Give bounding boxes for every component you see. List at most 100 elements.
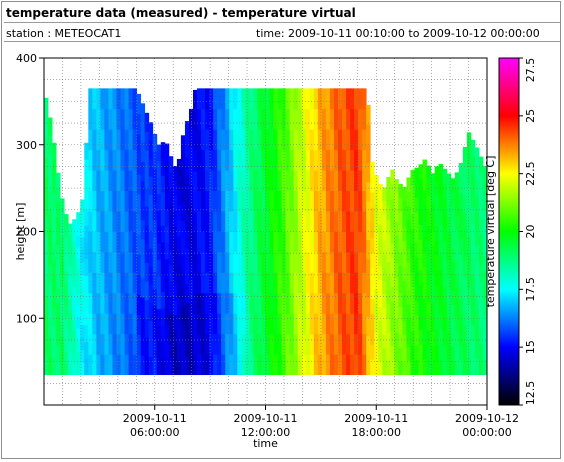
y-axis-label: height [m]: [14, 203, 27, 261]
heatmap-cell: [289, 292, 295, 314]
heatmap-cell: [293, 108, 299, 130]
heatmap-cell: [482, 270, 487, 286]
heatmap-cell: [398, 238, 403, 253]
heatmap-cell: [342, 190, 347, 212]
heatmap-cell: [414, 241, 419, 257]
heatmap-cell: [84, 258, 89, 276]
heatmap-cell: [346, 292, 351, 314]
heatmap-cell: [478, 265, 484, 282]
heatmap-cell: [76, 293, 81, 306]
heatmap-cell: [209, 88, 214, 110]
heatmap-cell: [305, 231, 311, 253]
heatmap-cell: [96, 292, 101, 314]
heatmap-cell: [346, 231, 351, 253]
heatmap-cell: [60, 286, 65, 300]
heatmap-cell: [88, 251, 93, 273]
heatmap-cell: [418, 179, 423, 195]
heatmap-cell: [249, 190, 254, 212]
heatmap-cell: [96, 129, 101, 151]
heatmap-cell: [245, 292, 250, 314]
heatmap-cell: [217, 170, 222, 192]
heatmap-cell: [386, 205, 391, 220]
heatmap-cell: [325, 170, 331, 192]
heatmap-cell: [402, 361, 407, 376]
x-tick-label-date: 2009-10-11: [123, 412, 187, 425]
heatmap-cell: [442, 183, 448, 199]
heatmap-cell: [76, 246, 81, 259]
heatmap-cell: [172, 359, 178, 376]
heatmap-cell: [72, 319, 77, 331]
heatmap-cell: [172, 166, 178, 182]
heatmap-cell: [197, 354, 202, 376]
heatmap-cell: [197, 272, 202, 294]
heatmap-cell: [180, 220, 186, 239]
heatmap-cell: [406, 290, 411, 305]
heatmap-cell: [317, 170, 323, 192]
heatmap-cell: [297, 88, 303, 110]
heatmap-cell: [108, 251, 113, 273]
heatmap-cell: [265, 88, 270, 110]
heatmap-cell: [458, 238, 464, 255]
heatmap-cell: [297, 190, 303, 212]
heatmap-cell: [156, 259, 162, 277]
heatmap-cell: [80, 262, 85, 275]
heatmap-cell: [265, 190, 270, 212]
heatmap-cell: [450, 220, 456, 235]
heatmap-cell: [333, 313, 339, 335]
heatmap-cell: [116, 211, 121, 232]
heatmap-cell: [474, 228, 480, 246]
heatmap-cell: [44, 315, 49, 336]
heatmap-cell: [466, 305, 472, 324]
heatmap-cell: [313, 292, 319, 314]
heatmap-cell: [406, 304, 411, 319]
heatmap-cell: [474, 277, 480, 294]
heatmap-cell: [193, 333, 198, 355]
heatmap-cell: [92, 251, 97, 273]
heatmap-cell: [180, 152, 186, 170]
heatmap-cell: [100, 251, 105, 273]
heatmap-cell: [281, 272, 287, 294]
heatmap-cell: [289, 251, 295, 273]
heatmap-cell: [386, 233, 391, 248]
heatmap-cell: [289, 211, 295, 232]
heatmap-cell: [124, 333, 129, 355]
heatmap-cell: [309, 292, 315, 314]
heatmap-cell: [289, 129, 295, 151]
heatmap-cell: [148, 230, 154, 249]
heatmap-cell: [72, 285, 77, 298]
heatmap-cell: [273, 272, 278, 294]
heatmap-cell: [80, 362, 85, 376]
heatmap-cell: [257, 354, 262, 376]
heatmap-cell: [184, 211, 190, 231]
heatmap-cell: [309, 354, 315, 376]
heatmap-cell: [132, 354, 138, 376]
heatmap-cell: [229, 272, 234, 294]
heatmap-cell: [72, 219, 77, 231]
heatmap-cell: [462, 358, 468, 376]
heatmap-cell: [446, 173, 452, 189]
heatmap-cell: [56, 230, 61, 246]
heatmap-cell: [285, 354, 291, 376]
heatmap-cell: [478, 187, 484, 204]
heatmap-cell: [329, 108, 335, 130]
heatmap-cell: [44, 97, 49, 118]
heatmap-cell: [446, 202, 452, 218]
heatmap-cell: [152, 185, 158, 204]
heatmap-cell: [370, 313, 375, 330]
heatmap-cell: [297, 272, 303, 294]
heatmap-cell: [144, 299, 150, 319]
heatmap-cell: [378, 320, 383, 335]
heatmap-cell: [462, 228, 468, 245]
heatmap-cell: [209, 129, 214, 151]
heatmap-cell: [321, 211, 327, 232]
heatmap-cell: [100, 108, 105, 130]
heatmap-cell: [124, 231, 129, 253]
heatmap-cell: [434, 300, 440, 316]
heatmap-cell: [144, 168, 150, 189]
heatmap-cell: [434, 344, 440, 361]
heatmap-cell: [217, 190, 222, 212]
heatmap-cell: [136, 294, 142, 315]
heatmap-cell: [390, 242, 395, 258]
heatmap-cell: [205, 354, 210, 376]
heatmap-cell: [454, 360, 460, 376]
